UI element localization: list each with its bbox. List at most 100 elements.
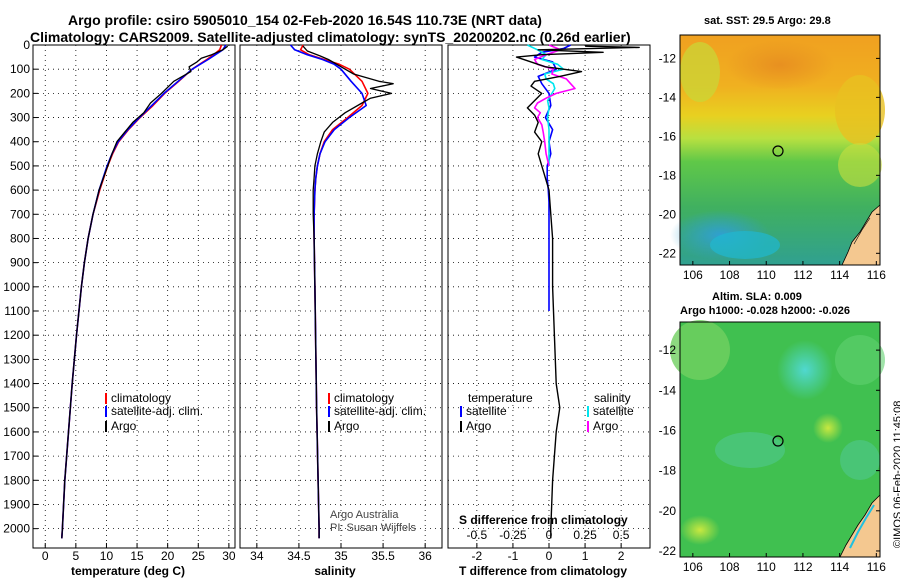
y-tick-label: 700 [10,207,30,221]
y-tick-label: 500 [10,159,30,173]
sst-patch [680,42,720,102]
map-lat-tick-label: -18 [659,464,677,478]
sst-map [670,34,885,266]
sla-patch [835,335,885,385]
y-tick-label: 1800 [3,473,30,487]
sst-warm-patch [725,40,835,90]
map-lat-tick-label: -22 [659,246,677,260]
sst-argo-position-marker [772,145,784,157]
map-lon-tick-label: 108 [720,560,740,574]
x2-tick-label: 0 [546,528,553,542]
sla-map [670,320,885,558]
series-t-argo-line [515,45,640,539]
map-lat-tick-label: -12 [659,343,677,357]
series-argo-line [302,45,394,539]
x-tick-label: 36 [418,549,432,563]
chart-title-line2: Climatology: CARS2009. Satellite-adjuste… [30,29,631,45]
sla-map-title-line1: Altim. SLA: 0.009 [712,291,802,303]
map-lon-tick-label: 110 [757,560,776,574]
x-tick-label: -2 [472,549,483,563]
map-lat-tick-label: -22 [659,544,677,558]
x-axis-label: temperature (deg C) [71,564,185,578]
legend-temperature-title: temperature [468,391,533,405]
x-tick-label: 5 [73,549,80,563]
map-lat-tick-label: -14 [659,383,677,397]
sla-patch [813,413,843,443]
x-tick-label: 35 [334,549,348,563]
y-tick-label: 1200 [3,328,30,342]
sst-map-title: sat. SST: 29.5 Argo: 29.8 [704,15,831,27]
legend-t-satellite: satellite [466,404,507,418]
coast-shelf [849,504,875,549]
x-tick-label: 1 [582,549,589,563]
sla-patch [670,320,730,380]
x2-tick-label: 0.5 [613,528,630,542]
y-tick-label: 1000 [3,280,30,294]
x-axis-label: T difference from climatology [459,564,627,578]
legend-salinity-title: salinity [594,391,631,405]
legend-argo: Argo [334,419,360,433]
legend-climatology: climatology [111,391,171,405]
credit-line: PI: Susan Wijffels [330,522,416,534]
x-tick-label: 35.5 [371,549,395,563]
y-tick-label: 900 [10,256,30,270]
x-tick-label: 34 [250,549,264,563]
legend-climatology: climatology [334,391,394,405]
sla-map-frame [679,321,881,558]
legend-argo: Argo [111,419,137,433]
series-s-satellite-line [527,44,565,166]
profile-panel: 34 34.5 35 35.5 36 climatologysatellite-adj. … [239,44,443,578]
x-tick-label: -1 [508,549,519,563]
chart-title-line1: Argo profile: csiro 5905010_154 02-Feb-2… [68,12,542,28]
sst-cool-patch [710,231,780,259]
sla-map-title-line2: Argo h1000: -0.028 h2000: -0.026 [680,305,850,317]
y-tick-label: 2000 [3,522,30,536]
map-lat-tick-label: -12 [659,51,677,65]
legend-satellite-adj: satellite-adj. clim. [111,404,203,418]
y-tick-label: 0 [23,38,30,52]
y-tick-label: 1300 [3,352,30,366]
legend-s-argo: Argo [593,419,619,433]
y-tick-label: 1100 [4,304,30,318]
y-tick-label: 300 [10,111,30,125]
map-lat-tick-label: -20 [659,504,677,518]
x-tick-label: 15 [130,549,144,563]
x2-tick-label: -0.5 [467,528,488,542]
map-lat-tick-label: -20 [659,207,677,221]
sla-patch [680,515,720,545]
map-lon-tick-label: 116 [867,268,886,282]
legend-satellite-adj: satellite-adj. clim. [334,404,426,418]
sla-patch [715,432,785,468]
profile-panel: 0 5 10 15 20 25 300100200300400500600700800900… [3,38,236,578]
x-tick-label: 0 [546,549,553,563]
legend-s-satellite: satellite [593,404,634,418]
map-lon-tick-label: 114 [830,560,849,574]
series-argo-line [61,45,229,539]
panel-frame [32,44,236,549]
map-lon-tick-label: 112 [793,268,812,282]
y-tick-label: 400 [10,135,30,149]
map-lon-tick-label: 108 [720,268,740,282]
legend-t-argo: Argo [466,419,492,433]
series-s-argo-line [533,44,576,167]
map-lat-tick-label: -16 [659,423,677,437]
y-tick-label: 1700 [3,449,30,463]
x-tick-label: 25 [192,549,206,563]
sst-patch [835,75,885,145]
profile-panel: -2 -1 0 1 2temperaturesatelliteArgosalinitys… [447,44,651,578]
coast-contour [853,217,871,245]
y-tick-label: 100 [10,62,30,76]
sla-argo-position-marker [772,435,784,447]
y-tick-label: 800 [10,231,30,245]
map-lon-tick-label: 116 [867,560,886,574]
map-lon-tick-label: 106 [683,560,703,574]
credit-line: Argo Australia [330,509,399,521]
y-tick-label: 1600 [3,425,30,439]
map-lat-tick-label: -16 [659,129,677,143]
y-tick-label: 200 [10,86,30,100]
y-tick-label: 1500 [3,401,30,415]
sst-patch [838,143,882,187]
x-axis-label: salinity [314,564,356,578]
map-lon-tick-label: 106 [683,268,703,282]
